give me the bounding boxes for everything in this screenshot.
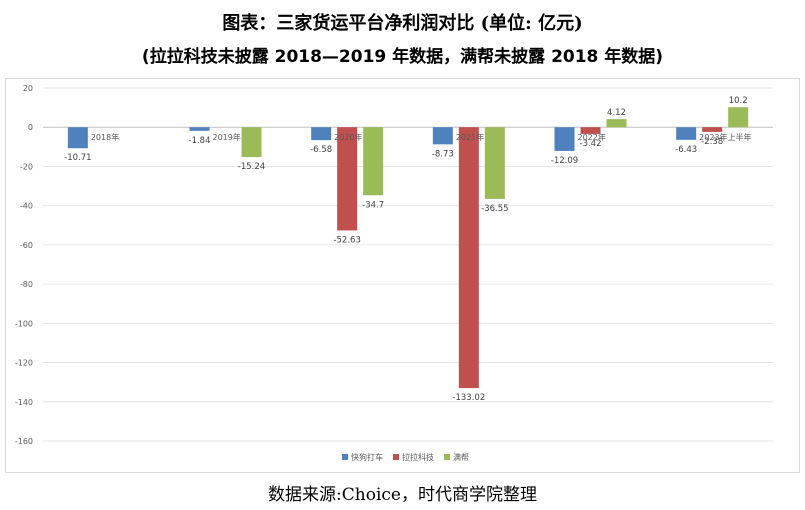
y-tick-label: -80 (20, 280, 33, 289)
data-label: -15.24 (238, 162, 265, 172)
legend-label: 快狗打车 (351, 452, 383, 462)
legend-label: 满帮 (453, 452, 469, 462)
legend-label: 拉拉科技 (402, 452, 434, 462)
y-tick-label: -40 (20, 202, 33, 211)
bar-快狗打车-2021年 (432, 127, 453, 145)
bar-chart: 20 0 -20 -40 -60 -80 -100 -120 -140 -160 -10.71 201… (15, 84, 773, 462)
bar-满帮-2019年 (241, 127, 262, 158)
bar-快狗打车-2019年 (189, 127, 210, 131)
y-tick-label: -160 (15, 437, 33, 446)
y-tick-label: -60 (20, 241, 33, 250)
bar-拉拉科技-2023年上半年 (702, 127, 723, 132)
y-tick-label: -100 (15, 319, 33, 328)
bar-快狗打车-2022年 (554, 127, 575, 151)
data-label: 10.2 (729, 96, 748, 106)
data-source: 数据来源:Choice，时代商学院整理 (268, 485, 537, 505)
bar-满帮-2020年 (363, 127, 384, 196)
bar-快狗打车-2018年 (67, 127, 88, 149)
data-label: 4.12 (607, 108, 626, 118)
y-tick-label: 0 (28, 123, 33, 132)
data-label: -6.58 (310, 145, 332, 155)
x-category-label: 2021年 (456, 132, 484, 142)
data-label: -36.55 (481, 204, 508, 214)
y-tick-label: -120 (15, 359, 33, 368)
data-label: -1.84 (189, 136, 211, 146)
legend-swatch-快狗打车 (342, 454, 348, 460)
data-label: -52.63 (333, 235, 360, 245)
x-category-label: 2020年 (334, 132, 362, 142)
x-category-label: 2019年 (213, 132, 241, 142)
bar-快狗打车-2020年 (311, 127, 332, 141)
data-label: -12.09 (551, 156, 578, 166)
bar-满帮-2023年上半年 (728, 107, 749, 128)
data-label: -2.38 (701, 137, 723, 147)
data-label: -10.71 (64, 153, 91, 163)
data-label: -34.7 (362, 200, 384, 210)
data-label: -6.43 (675, 145, 697, 155)
bar-满帮-2021年 (484, 127, 505, 199)
x-category-label: 2022年 (578, 132, 606, 142)
x-category-label: 2023年上半年 (699, 132, 751, 142)
y-tick-label: 20 (23, 84, 33, 93)
bar-满帮-2022年 (606, 119, 627, 128)
legend-swatch-拉拉科技 (393, 454, 399, 460)
y-tick-label: -140 (15, 398, 33, 407)
bar-拉拉科技-2022年 (580, 127, 601, 134)
chart-frame (5, 78, 800, 473)
x-category-label: 2018年 (91, 132, 119, 142)
data-label: -3.42 (580, 139, 602, 149)
chart-title: 图表：三家货运平台净利润对比 (单位: 亿元) (222, 13, 583, 34)
legend-swatch-满帮 (444, 454, 450, 460)
chart-subtitle: (拉拉科技未披露 2018—2019 年数据，满帮未披露 2018 年数据) (141, 47, 664, 67)
data-label: -133.02 (452, 393, 485, 403)
y-tick-label: -20 (20, 162, 33, 171)
data-label: -8.73 (432, 149, 454, 159)
bar-快狗打车-2023年上半年 (676, 127, 697, 140)
bar-拉拉科技-2021年 (458, 127, 479, 389)
bar-拉拉科技-2020年 (337, 127, 358, 231)
